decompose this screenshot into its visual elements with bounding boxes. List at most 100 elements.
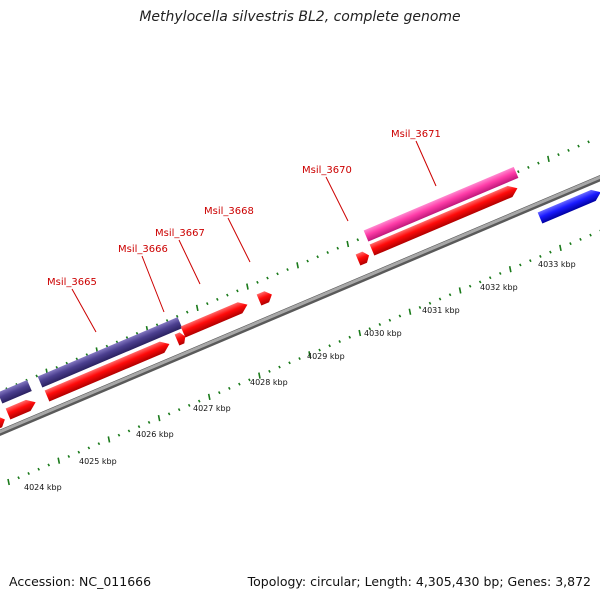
gene-features (0, 166, 600, 431)
minor-tick (256, 280, 259, 284)
major-tick (296, 262, 299, 269)
gene-label-leader (178, 239, 201, 285)
minor-tick (206, 302, 209, 306)
minor-tick (428, 301, 432, 305)
major-tick (57, 457, 61, 464)
gene-label: Msil_3668 (204, 206, 254, 217)
major-tick (207, 393, 211, 401)
minor-tick (87, 446, 91, 450)
minor-tick (236, 289, 239, 293)
major-tick (547, 155, 550, 163)
gene-label-leader (71, 288, 97, 333)
minor-tick (567, 148, 570, 152)
gene-msil-3665-red[interactable] (44, 339, 172, 402)
minor-tick (298, 357, 301, 361)
minor-tick (288, 361, 291, 365)
minor-tick (378, 323, 382, 326)
gene-label-group: Msil_3665 Msil_3666 Msil_3667 Msil_3668 Msil… (47, 129, 441, 288)
genome-summary-text: Topology: circular; Length: 4,305,430 bp… (247, 574, 591, 589)
minor-tick (336, 246, 340, 250)
minor-tick (488, 276, 492, 280)
gene-msil-3671-red[interactable] (369, 183, 520, 256)
gene-msil-3664-red[interactable] (5, 397, 38, 420)
minor-tick (117, 433, 121, 437)
minor-tick (398, 314, 402, 318)
major-tick (7, 478, 10, 486)
minor-tick (97, 442, 101, 446)
minor-tick (388, 318, 392, 322)
minor-tick (177, 408, 181, 412)
minor-tick (438, 297, 442, 301)
minor-tick (539, 254, 542, 258)
scale-label: 4031 kbp (422, 306, 460, 315)
accession-text: Accession: NC_011666 (9, 574, 152, 589)
major-tick (308, 351, 311, 358)
major-tick (258, 372, 261, 379)
gene-msil-3671-pink[interactable] (363, 166, 519, 242)
scale-label: 4029 kbp (307, 352, 345, 361)
minor-tick (306, 259, 309, 263)
gene-label: Msil_3666 (118, 244, 168, 255)
gene-label-leader (227, 217, 251, 263)
major-tick (157, 414, 161, 422)
major-tick (346, 240, 350, 248)
minor-tick (216, 297, 219, 301)
minor-tick (77, 450, 81, 454)
major-tick (458, 287, 462, 294)
minor-tick (127, 429, 131, 433)
minor-tick (238, 382, 241, 386)
gene-label-leader (141, 255, 165, 313)
minor-tick (286, 268, 289, 272)
minor-tick (167, 412, 171, 416)
scale-label: 4025 kbp (79, 457, 117, 466)
minor-tick (316, 255, 319, 259)
minor-tick (498, 271, 502, 275)
minor-tick (35, 374, 39, 378)
scale-label: 4027 kbp (193, 404, 231, 413)
minor-tick (557, 153, 560, 157)
minor-tick (187, 403, 191, 407)
gene-label: Msil_3665 (47, 277, 97, 288)
minor-tick (418, 306, 422, 309)
minor-tick (529, 259, 532, 263)
major-tick (246, 283, 249, 290)
minor-tick (368, 327, 372, 331)
minor-tick (478, 280, 482, 284)
minor-tick (537, 161, 540, 165)
minor-tick (517, 170, 520, 174)
major-tick (195, 304, 199, 312)
scale-label: 4024 kbp (24, 483, 62, 492)
gene-msil-3670[interactable] (355, 250, 372, 266)
minor-tick (569, 242, 572, 246)
minor-tick (577, 144, 580, 148)
gene-label-leader (415, 140, 437, 187)
gene-red-fragment[interactable] (0, 414, 7, 431)
major-tick (508, 266, 512, 273)
minor-tick (448, 293, 452, 297)
gene-msil-3664-navy[interactable] (0, 379, 32, 404)
gene-msil-3668[interactable] (256, 289, 275, 306)
minor-tick (348, 335, 352, 339)
scale-label-group: 4024 kbp 4025 kbp 4026 kbp 4027 kbp 4028 kbp… (24, 260, 576, 492)
minor-tick (67, 454, 71, 458)
major-tick (408, 308, 412, 315)
minor-tick (338, 340, 342, 344)
gene-label-leader (325, 176, 349, 222)
gene-msil-3665-navy[interactable] (37, 317, 183, 388)
minor-tick (175, 314, 179, 318)
gene-msil-3672-blue[interactable] (537, 187, 600, 224)
minor-tick (579, 237, 582, 241)
major-tick (358, 329, 362, 337)
minor-tick (266, 276, 269, 280)
major-tick (107, 436, 111, 443)
scale-label: 4032 kbp (480, 283, 518, 292)
gene-msil-3667[interactable] (180, 299, 250, 338)
minor-tick (27, 472, 30, 475)
minor-tick (17, 476, 20, 480)
major-tick (559, 244, 562, 252)
minor-tick (589, 233, 592, 237)
minor-tick (268, 369, 271, 373)
minor-tick (527, 165, 530, 169)
gene-msil-3666[interactable] (174, 331, 188, 346)
gene-label: Msil_3667 (155, 228, 205, 239)
